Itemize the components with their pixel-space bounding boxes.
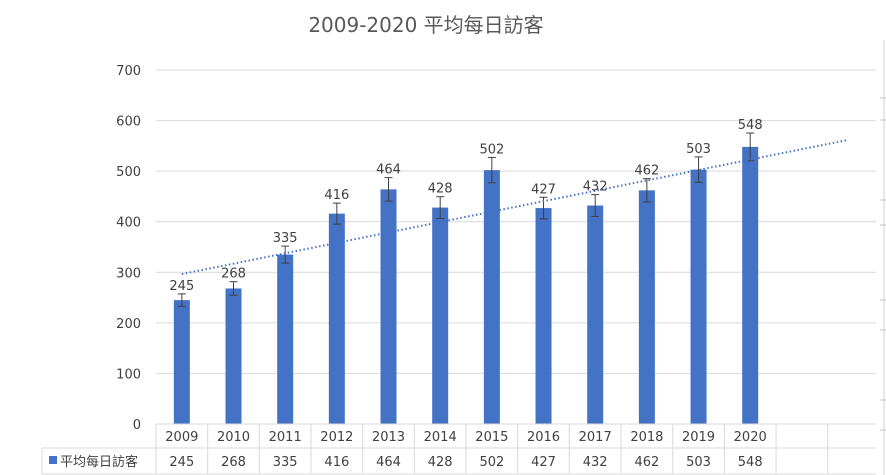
x-category-label: 2016 (527, 430, 560, 445)
right-edge-marks (880, 40, 886, 475)
table-value: 427 (531, 455, 556, 470)
bar (483, 170, 500, 424)
y-tick-label: 600 (116, 115, 141, 130)
trendline-line (181, 138, 849, 276)
table-value: 502 (479, 455, 504, 470)
gridlines (156, 69, 876, 374)
x-category-label: 2012 (320, 430, 353, 445)
bar (690, 169, 707, 424)
bar (432, 207, 449, 424)
bar (380, 189, 397, 424)
table-value: 548 (738, 455, 763, 470)
bar (173, 300, 190, 424)
data-table: 2009 245 2010 268 2011 335 2012 416 2013 464 2014 4… (41, 423, 876, 475)
y-tick-label: 200 (116, 317, 141, 332)
x-category-label: 2011 (269, 430, 302, 445)
x-category-label: 2019 (682, 430, 715, 445)
data-label: 416 (324, 188, 349, 203)
x-category-label: 2010 (217, 430, 250, 445)
bar-series (173, 146, 759, 424)
data-label: 245 (169, 279, 194, 294)
table-value: 335 (273, 455, 298, 470)
data-label: 503 (686, 142, 711, 157)
bar (225, 288, 242, 424)
y-axis-ticks: 0 100 200 300 400 500 600 700 (116, 64, 141, 433)
x-category-label: 2018 (630, 430, 663, 445)
table-value: 432 (583, 455, 608, 470)
table-value: 462 (634, 455, 659, 470)
y-tick-label: 700 (116, 64, 141, 79)
x-category-label: 2017 (579, 430, 612, 445)
bar (277, 254, 294, 424)
table-value: 428 (428, 455, 453, 470)
bar (328, 213, 345, 424)
table-value: 268 (221, 455, 246, 470)
table-value: 416 (324, 455, 349, 470)
x-category-label: 2020 (734, 430, 767, 445)
x-category-label: 2014 (424, 430, 457, 445)
x-category-label: 2009 (165, 430, 198, 445)
table-value: 464 (376, 455, 401, 470)
y-tick-label: 0 (133, 418, 141, 433)
table-value: 245 (169, 455, 194, 470)
y-tick-label: 100 (116, 367, 141, 382)
y-tick-label: 400 (116, 216, 141, 231)
chart-title: 2009-2020 平均每日訪客 (308, 13, 543, 37)
bar (638, 190, 655, 424)
data-label: 428 (428, 182, 453, 197)
data-label: 427 (531, 182, 556, 197)
error-bars (177, 132, 755, 307)
bar (535, 208, 552, 424)
y-tick-label: 300 (116, 266, 141, 281)
data-label: 464 (376, 163, 401, 178)
legend-key (49, 456, 57, 464)
data-labels: 245 268 335 416 464 428 502 427 432 462 503 548 (169, 118, 762, 294)
trendline (181, 138, 849, 276)
data-label: 502 (479, 142, 504, 157)
data-label: 548 (738, 118, 763, 133)
data-label: 335 (273, 231, 298, 246)
data-label: 268 (221, 267, 246, 282)
y-tick-label: 500 (116, 165, 141, 180)
data-label: 432 (583, 180, 608, 195)
table-value: 503 (686, 455, 711, 470)
x-category-label: 2015 (475, 430, 508, 445)
bar (742, 146, 759, 424)
x-category-label: 2013 (372, 430, 405, 445)
data-label: 462 (634, 164, 659, 179)
series-name: 平均每日訪客 (60, 454, 138, 470)
bar (587, 205, 604, 424)
